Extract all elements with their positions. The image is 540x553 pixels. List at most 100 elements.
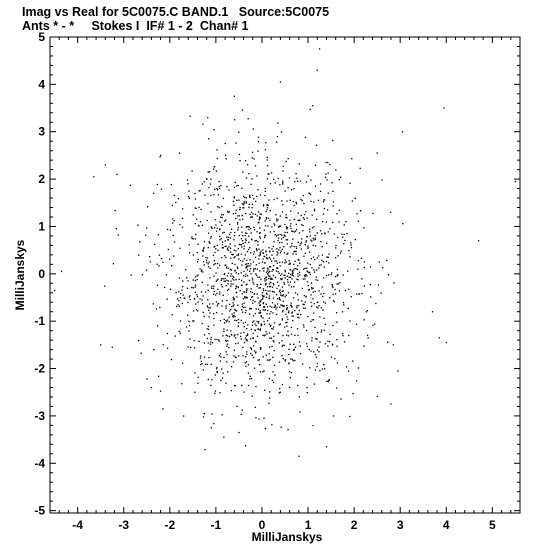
data-point — [210, 384, 212, 387]
data-point — [248, 203, 250, 206]
data-point — [216, 188, 219, 191]
data-point — [259, 329, 261, 331]
data-point — [240, 335, 242, 338]
data-point — [245, 361, 248, 363]
data-point — [206, 363, 209, 365]
data-point — [243, 258, 246, 260]
data-point — [294, 230, 297, 232]
data-point — [249, 194, 251, 196]
data-point — [194, 222, 196, 225]
data-point — [210, 427, 212, 429]
data-point — [234, 356, 237, 358]
data-point — [245, 197, 248, 199]
data-point — [262, 334, 264, 336]
data-point — [292, 315, 295, 317]
data-point — [235, 291, 238, 294]
data-point — [275, 214, 277, 216]
data-point — [327, 256, 330, 259]
data-point — [264, 334, 266, 336]
data-point — [279, 184, 281, 186]
data-point — [249, 247, 251, 249]
data-point — [279, 252, 282, 254]
data-point — [231, 278, 234, 280]
data-point — [264, 323, 266, 325]
data-point — [207, 342, 209, 344]
data-point — [234, 319, 236, 322]
data-point — [195, 233, 197, 236]
data-point — [240, 332, 242, 334]
data-point — [290, 273, 292, 276]
data-point — [324, 232, 326, 234]
data-point — [290, 358, 292, 360]
data-point — [213, 422, 215, 425]
data-point — [304, 252, 306, 254]
data-point — [268, 286, 271, 288]
data-point — [291, 245, 293, 247]
data-point — [210, 341, 212, 343]
data-point — [376, 395, 379, 398]
data-point — [301, 199, 303, 202]
data-point — [200, 360, 202, 362]
data-point — [271, 379, 274, 381]
data-point — [278, 249, 280, 251]
data-point — [165, 274, 168, 276]
data-point — [322, 201, 325, 203]
data-point — [342, 335, 344, 337]
data-point — [263, 320, 265, 323]
data-point — [194, 372, 196, 374]
data-point — [367, 337, 369, 339]
data-point — [168, 258, 171, 260]
data-point — [289, 199, 291, 201]
data-point — [290, 326, 293, 329]
data-point — [139, 241, 141, 243]
data-point — [187, 195, 190, 198]
data-point — [276, 197, 278, 200]
data-point — [270, 278, 272, 280]
data-point — [283, 344, 286, 347]
data-point — [214, 263, 216, 265]
data-point — [203, 413, 205, 415]
data-point — [173, 255, 175, 257]
x-tick-label: -3 — [118, 518, 129, 532]
data-point — [262, 252, 264, 254]
data-point — [259, 346, 262, 349]
y-tick-label: -4 — [34, 456, 45, 470]
data-point — [202, 311, 204, 314]
data-point — [302, 230, 304, 232]
data-point — [245, 291, 248, 294]
data-point — [312, 291, 314, 293]
data-point — [325, 173, 327, 175]
data-point — [251, 207, 253, 209]
data-point — [178, 291, 180, 293]
data-point — [329, 163, 331, 166]
data-point — [258, 287, 260, 289]
data-point — [285, 261, 287, 263]
data-point — [284, 223, 286, 226]
data-point — [268, 332, 271, 334]
data-point — [322, 309, 324, 311]
data-point — [365, 311, 368, 313]
data-point — [137, 339, 140, 342]
data-point — [294, 267, 296, 270]
data-point — [288, 276, 290, 278]
data-point — [218, 185, 220, 188]
data-point — [257, 328, 260, 330]
data-point — [242, 242, 244, 244]
data-point — [177, 304, 179, 306]
data-point — [262, 241, 265, 243]
data-point — [272, 326, 275, 328]
data-point — [226, 345, 228, 347]
data-point — [220, 279, 223, 282]
data-point — [244, 321, 247, 324]
data-point — [304, 301, 306, 303]
data-point — [297, 219, 299, 222]
data-point — [181, 383, 183, 385]
data-point — [241, 409, 243, 411]
data-point — [205, 256, 207, 259]
data-point — [237, 325, 240, 327]
data-point — [226, 329, 228, 331]
data-point — [259, 300, 261, 302]
data-point — [250, 328, 253, 330]
data-point — [201, 322, 203, 325]
data-point — [202, 369, 205, 371]
